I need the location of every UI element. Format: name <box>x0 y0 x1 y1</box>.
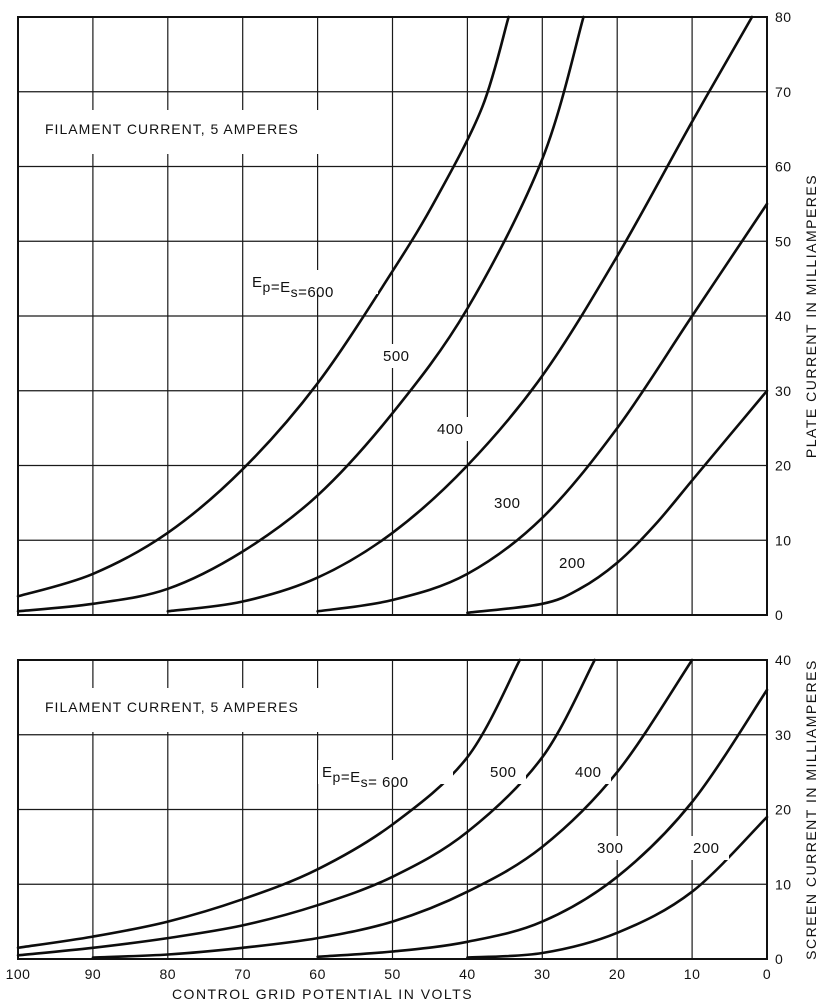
curve-label-400: 400 <box>575 764 602 781</box>
annotation-background <box>39 688 379 732</box>
curve-label-200: 200 <box>559 555 586 572</box>
x-tick-label: 0 <box>763 966 771 982</box>
curve-label-background <box>379 344 419 368</box>
x-tick-label: 30 <box>534 966 551 982</box>
y-tick-label: 30 <box>775 727 792 743</box>
y-tick-label: 10 <box>775 532 792 548</box>
plot-frame <box>17 659 768 960</box>
x-tick-label: 90 <box>85 966 102 982</box>
y-tick-label: 80 <box>775 9 792 25</box>
curve-300 <box>316 688 769 959</box>
curve-600 <box>16 15 510 598</box>
y-tick-label: 10 <box>775 876 792 892</box>
curve-600 <box>16 658 522 950</box>
curve-label-background <box>593 836 633 860</box>
y-tick-label: 20 <box>775 458 792 474</box>
y-tick-label: 60 <box>775 159 792 175</box>
curve-label-300: 300 <box>494 495 521 512</box>
x-tick-label: 60 <box>309 966 326 982</box>
curve-label-600: Ep=Es=600 <box>252 274 334 301</box>
y-tick-label: 0 <box>775 607 783 623</box>
curve-label-background <box>433 417 473 441</box>
y-tick-label: 20 <box>775 802 792 818</box>
filament-current-annotation: FILAMENT CURRENT, 5 AMPERES <box>45 121 299 137</box>
curve-200 <box>466 815 769 959</box>
curve-label-600: Ep=Es= 600 <box>322 764 409 791</box>
curve-label-background <box>318 760 453 784</box>
x-tick-label: 70 <box>234 966 251 982</box>
curve-400 <box>91 658 694 959</box>
y-tick-label: 30 <box>775 383 792 399</box>
curve-label-background <box>486 760 526 784</box>
curve-400 <box>166 15 754 613</box>
y-tick-label: 50 <box>775 233 792 249</box>
y-tick-label: 40 <box>775 308 792 324</box>
y-axis-label: PLATE CURRENT IN MILLIAMPERES <box>803 174 819 458</box>
curve-label-background <box>571 760 611 784</box>
x-tick-label: 40 <box>459 966 476 982</box>
y-tick-label: 0 <box>775 951 783 967</box>
curve-300 <box>316 202 769 613</box>
x-tick-label: 20 <box>609 966 626 982</box>
curve-label-background <box>490 491 530 515</box>
plate-current-chart: FILAMENT CURRENT, 5 AMPERESEp=Es=6005004… <box>16 9 819 623</box>
curve-label-background <box>555 551 595 575</box>
x-tick-label: 100 <box>6 966 31 982</box>
curve-500 <box>16 15 585 613</box>
y-tick-label: 40 <box>775 652 792 668</box>
curve-label-200: 200 <box>693 840 720 857</box>
curve-label-500: 500 <box>383 348 410 365</box>
curve-200 <box>466 389 769 615</box>
y-axis-label: SCREEN CURRENT IN MILLIAMPERES <box>803 659 819 960</box>
x-tick-label: 10 <box>684 966 701 982</box>
curve-label-400: 400 <box>437 421 464 438</box>
x-axis-label: CONTROL GRID POTENTIAL IN VOLTS <box>172 986 473 1002</box>
curve-500 <box>16 658 596 957</box>
x-tick-label: 80 <box>160 966 177 982</box>
curve-label-300: 300 <box>597 840 624 857</box>
curve-label-background <box>248 270 378 294</box>
y-tick-label: 70 <box>775 84 792 100</box>
annotation-background <box>39 110 379 154</box>
x-tick-label: 50 <box>384 966 401 982</box>
curve-label-background <box>689 836 729 860</box>
filament-current-annotation: FILAMENT CURRENT, 5 AMPERES <box>45 699 299 715</box>
plot-frame <box>17 16 768 616</box>
curve-label-500: 500 <box>490 764 517 781</box>
